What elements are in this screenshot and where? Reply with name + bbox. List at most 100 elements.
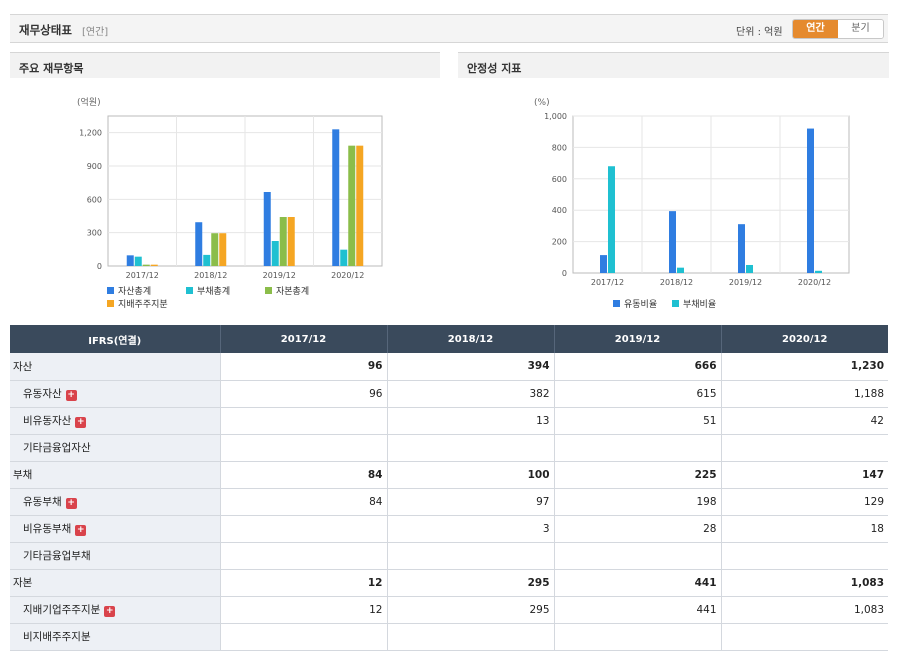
- x-tick-label: 2020/12: [331, 271, 364, 280]
- chart-title: 안정성 지표: [458, 52, 889, 78]
- expand-plus-icon[interactable]: +: [65, 498, 77, 509]
- y-tick-label: 200: [552, 238, 567, 247]
- row-label-cell: 비지배주주지분: [10, 623, 220, 651]
- section-title: 재무상태표: [19, 23, 72, 37]
- y-tick-label: 1,000: [544, 112, 567, 121]
- value-cell: [720, 623, 888, 651]
- bar: [340, 249, 348, 266]
- row-label-cell: 기타금융업부채: [10, 542, 220, 570]
- table-row: 비유동자산 +13 51 42: [10, 407, 888, 435]
- value-cell: 147: [720, 461, 888, 489]
- table-row: 비지배주주지분: [10, 623, 888, 651]
- value-cell: [219, 515, 387, 543]
- bar: [356, 145, 364, 266]
- value-cell: 382: [386, 380, 554, 408]
- row-label: 유동부채: [23, 496, 62, 508]
- bar: [669, 211, 676, 273]
- y-tick-label: 300: [87, 229, 102, 238]
- bar: [738, 224, 745, 273]
- value-cell: [219, 542, 387, 570]
- row-label: 지배기업주주지분: [23, 604, 101, 616]
- value-cell: 198: [553, 488, 721, 516]
- chart-panel-main-items: 주요 재무항목 (억원) 0 300 600 900 1,200 2017/12 2018/…: [10, 52, 440, 325]
- legend-label: 부채총계: [197, 285, 230, 297]
- bar: [815, 270, 822, 273]
- table-row: 기타금융업부채: [10, 542, 888, 570]
- value-cell: 295: [386, 569, 554, 597]
- value-cell: 84: [219, 461, 387, 489]
- legend-swatch: [186, 287, 193, 294]
- section-subtitle: [연간]: [82, 27, 109, 38]
- x-tick-label: 2019/12: [729, 278, 762, 287]
- table-row: 지배기업주주지분 +12 295 441 1,083: [10, 596, 888, 624]
- legend-label: 유동비율: [624, 299, 657, 310]
- value-cell: 97: [386, 488, 554, 516]
- legend-label: 자본총계: [276, 285, 309, 297]
- expand-plus-icon[interactable]: +: [104, 606, 116, 617]
- bar: [134, 256, 142, 266]
- period-toggle: 연간 분기: [792, 19, 884, 39]
- row-label: 유동자산: [23, 388, 62, 400]
- expand-plus-icon[interactable]: +: [75, 417, 87, 428]
- bar: [219, 233, 227, 266]
- legend-swatch: [265, 287, 272, 294]
- table-header-row: IFRS(연결) 2017/12 2018/12 2019/12 2020/12: [10, 325, 888, 353]
- value-cell: 28: [553, 515, 721, 543]
- bar: [150, 264, 158, 266]
- chart-title: 주요 재무항목: [10, 52, 440, 78]
- tab-quarterly[interactable]: 분기: [838, 20, 883, 38]
- legend-label: 부채비율: [683, 299, 716, 310]
- row-label: 기타금융업자산: [23, 442, 91, 454]
- value-cell: 1,230: [720, 353, 888, 381]
- row-label-cell: 비유동부채 +: [10, 515, 220, 543]
- value-cell: [720, 542, 888, 570]
- value-cell: [219, 434, 387, 462]
- bar: [142, 264, 150, 266]
- unit-label: 단위 : 억원: [736, 27, 783, 38]
- value-cell: 3: [386, 515, 554, 543]
- value-cell: 1,083: [720, 596, 888, 624]
- value-cell: 12: [219, 569, 387, 597]
- table-header-cell: IFRS(연결): [10, 325, 220, 353]
- bar: [332, 129, 340, 266]
- value-cell: [553, 623, 721, 651]
- balance-sheet-table: IFRS(연결) 2017/12 2018/12 2019/12 2020/12…: [10, 325, 888, 651]
- legend-swatch: [107, 287, 114, 294]
- bar: [287, 217, 295, 266]
- value-cell: [386, 623, 554, 651]
- legend-label: 지배주주지분: [118, 299, 168, 310]
- y-tick-label: 600: [87, 195, 102, 204]
- bar: [677, 267, 684, 273]
- x-tick-label: 2020/12: [798, 278, 831, 287]
- expand-plus-icon[interactable]: +: [65, 390, 77, 401]
- y-tick-label: 900: [87, 162, 102, 171]
- x-tick-label: 2018/12: [194, 271, 227, 280]
- row-label: 기타금융업부채: [23, 550, 91, 562]
- row-label-cell: 지배기업주주지분 +: [10, 596, 220, 624]
- row-label-cell: 기타금융업자산: [10, 434, 220, 462]
- chart-panel-stability: 안정성 지표 (%) 0 200 400 600 800 1,000 2017/12 2018…: [458, 52, 889, 325]
- legend-swatch: [107, 300, 114, 307]
- value-cell: 84: [219, 488, 387, 516]
- row-label-cell: 자산: [10, 353, 220, 381]
- value-cell: [386, 434, 554, 462]
- table-row: 유동자산 +96 382 615 1,188: [10, 380, 888, 408]
- value-cell: 225: [553, 461, 721, 489]
- value-cell: 51: [553, 407, 721, 435]
- x-tick-label: 2017/12: [591, 278, 624, 287]
- value-cell: [386, 542, 554, 570]
- table-row: 자본 12 295 441 1,083: [10, 569, 888, 597]
- bar: [608, 166, 615, 273]
- table-row: 기타금융업자산: [10, 434, 888, 462]
- bar: [203, 254, 211, 266]
- row-label-cell: 유동부채 +: [10, 488, 220, 516]
- expand-plus-icon[interactable]: +: [75, 525, 87, 536]
- tab-annual[interactable]: 연간: [793, 20, 838, 38]
- row-label-cell: 유동자산 +: [10, 380, 220, 408]
- value-cell: 666: [553, 353, 721, 381]
- row-label: 비유동부채: [23, 523, 72, 535]
- bar: [263, 192, 271, 266]
- value-cell: 42: [720, 407, 888, 435]
- value-cell: 12: [219, 596, 387, 624]
- bar: [126, 255, 134, 266]
